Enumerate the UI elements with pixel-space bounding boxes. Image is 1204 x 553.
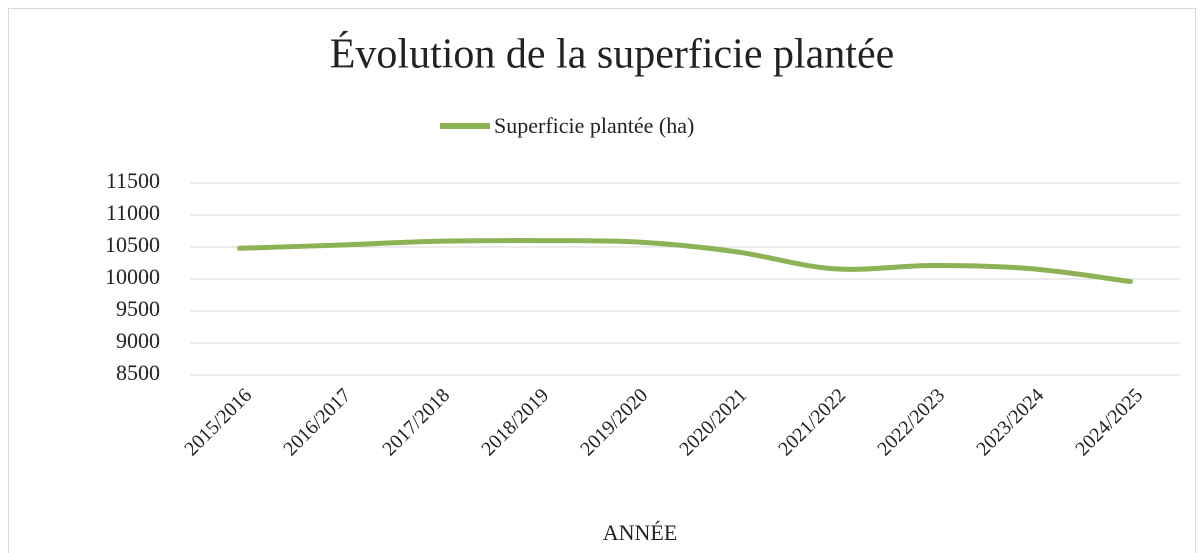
y-tick-label: 10000: [105, 264, 160, 289]
y-tick-label: 10500: [105, 232, 160, 257]
x-axis-label: ANNÉE: [603, 520, 678, 545]
y-tick-label: 9500: [116, 296, 160, 321]
chart-title: Évolution de la superficie plantée: [330, 31, 894, 78]
y-tick-label: 11000: [106, 200, 160, 225]
data-line: [237, 238, 1133, 285]
legend-label: Superficie plantée (ha): [494, 113, 694, 138]
chart-border: [8, 8, 1196, 553]
y-tick-label: 11500: [106, 168, 160, 193]
y-tick-label: 9000: [116, 328, 160, 353]
y-tick-label: 8500: [116, 360, 160, 385]
